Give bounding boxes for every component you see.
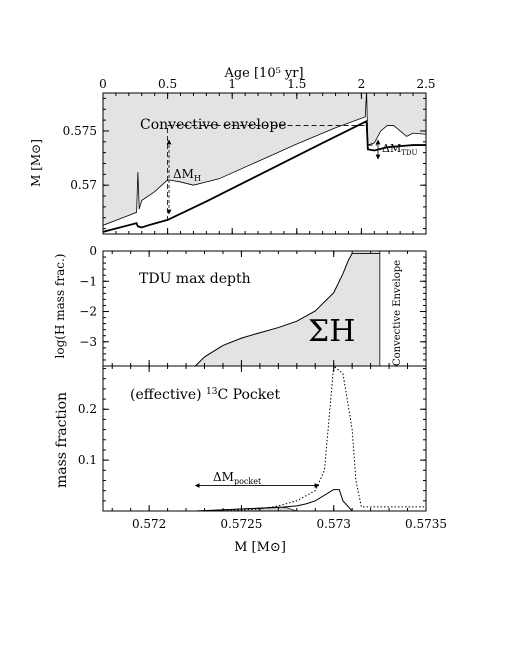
sigma-h-label: ΣH	[308, 314, 355, 349]
age-tick-label: 2.5	[416, 77, 435, 91]
sigma-h-area	[195, 253, 380, 366]
y-tick-label: 0.575	[63, 124, 97, 138]
age-tick-label: 2	[358, 77, 366, 91]
h-shell-curve	[103, 119, 426, 233]
y-tick-label: 0.2	[78, 402, 97, 416]
mass-tick-label: 0.5735	[405, 517, 447, 531]
y-tick-label: 0.57	[70, 178, 97, 192]
y-tick-label: −3	[79, 335, 97, 349]
age-tick-label: 1	[228, 77, 236, 91]
h-abundance-curve	[194, 252, 380, 366]
dashed-reference-lines	[167, 125, 377, 221]
tdu-max-depth-label: TDU max depth	[139, 271, 251, 287]
convective-envelope-curve	[103, 93, 426, 226]
c13-solid-curve	[195, 489, 353, 511]
delta-mtdu-label: ΔMTDU	[382, 142, 418, 157]
y-tick-label: 0.1	[78, 453, 97, 467]
y-tick-label: −1	[79, 274, 97, 288]
y-tick-label: 0	[89, 244, 97, 258]
age-tick-label: 0.5	[158, 77, 177, 91]
delta-m-pocket-label: ΔMpocket	[213, 470, 262, 486]
mass-tick-label: 0.572	[132, 517, 166, 531]
top-panel-ticks: 0 0.5 1 1.5 2 2.5 0.57 0.575	[63, 77, 436, 234]
middle-y-axis-label: log(H mass frac.)	[53, 254, 67, 359]
mass-tick-label: 0.573	[317, 517, 351, 531]
mass-axis-label: M [M⊙]	[234, 540, 286, 555]
bottom-panel-frame	[102, 365, 427, 512]
age-tick-label: 0	[99, 77, 107, 91]
middle-panel: −3−2−10 log(H mass frac.) TDU max depth …	[53, 244, 427, 367]
bottom-panel: 0.1 0.2 0.572 0.5725 0.573 0.5735 mass fracti…	[54, 365, 447, 555]
age-axis-label: Age [10⁵ yr]	[223, 66, 303, 81]
age-tick-label: 1.5	[287, 77, 306, 91]
c13-pocket-title: (effective) 13C Pocket	[130, 387, 281, 403]
convective-envelope-vertical-label: Convective Envelope	[392, 260, 403, 366]
top-panel: 0 0.5 1 1.5 2 2.5 0.57 0.575 Age [10⁵ yr] M [M⊙…	[29, 66, 436, 235]
convective-envelope-region	[103, 93, 426, 226]
mass-fraction-axis-label: mass fraction	[54, 392, 70, 488]
delta-mh-label: ΔMH	[173, 167, 201, 183]
top-y-axis-label: M [M⊙]	[29, 139, 43, 187]
convective-envelope-label: Convective envelope	[140, 117, 287, 133]
bottom-panel-ticks: 0.1 0.2 0.572 0.5725 0.573 0.5735	[78, 366, 447, 531]
mass-tick-label: 0.5725	[220, 517, 262, 531]
y-tick-label: −2	[79, 305, 97, 319]
